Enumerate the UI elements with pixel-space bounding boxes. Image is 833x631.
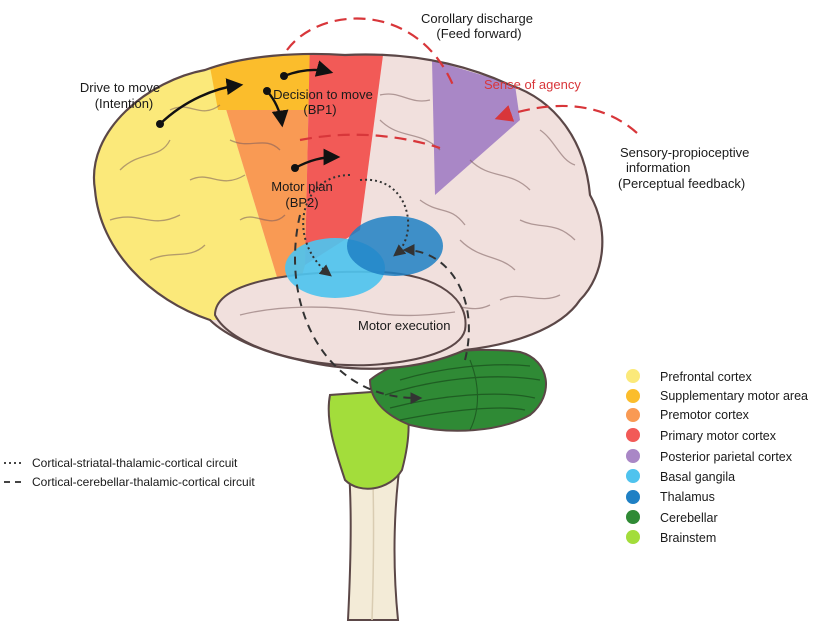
cerebellar-return	[402, 244, 470, 361]
sensory-label: Sensory-propioceptive	[620, 145, 749, 160]
corollary-sub-label: (Feed forward)	[436, 26, 521, 41]
primary-motor-region	[305, 53, 385, 265]
cerebellar-circuit-label: Cortical-cerebellar-thalamic-cortical ci…	[32, 475, 255, 489]
temporal-gyri	[239, 306, 456, 317]
sensory-info-label: information	[626, 160, 690, 175]
legend-item: Posterior parietal cortex	[626, 449, 793, 464]
corollary-label: Corollary discharge	[421, 11, 533, 26]
drive-label: Drive to move	[80, 80, 160, 95]
thalamic-loop	[359, 178, 410, 257]
legend-item: Thalamus	[626, 490, 715, 504]
decision-sub-label: (BP1)	[303, 102, 336, 117]
cerebellum	[368, 348, 547, 432]
legend-label: Brainstem	[660, 531, 716, 545]
legend-label: Primary motor cortex	[660, 429, 777, 443]
legend-item: Premotor cortex	[626, 408, 750, 422]
legend-item: Cerebellar	[626, 510, 718, 525]
agency-label: Sense of agency	[484, 77, 581, 92]
cerebrum-outline	[92, 52, 604, 370]
legend-item: Prefrontal cortex	[626, 369, 752, 384]
circuit-key: Cortical-striatal-thalamic-cortical circ…	[4, 456, 255, 489]
motor-plan-arrow	[291, 148, 341, 172]
legend-label: Basal gangila	[660, 470, 735, 484]
legend-label: Premotor cortex	[660, 408, 750, 422]
legend-item: Basal gangila	[626, 469, 735, 484]
decision-label: Decision to move	[273, 87, 373, 102]
sma-premotor-arrow	[263, 87, 289, 128]
posterior-parietal-region	[432, 60, 520, 195]
legend-label: Cerebellar	[660, 511, 718, 525]
intention-arrow	[156, 78, 244, 128]
thalamus	[347, 216, 443, 276]
decision-arrow	[280, 60, 334, 80]
motor-execution-label: Motor execution	[358, 318, 451, 333]
drive-sub-label: (Intention)	[95, 96, 154, 111]
striatal-circuit-label: Cortical-striatal-thalamic-cortical circ…	[32, 456, 238, 470]
motor-plan-sub-label: (BP2)	[285, 195, 318, 210]
cerebellar-loop	[294, 214, 423, 405]
legend-label: Prefrontal cortex	[660, 370, 752, 384]
region-legend: Prefrontal cortex Supplementary motor ar…	[626, 369, 808, 545]
legend-label: Posterior parietal cortex	[660, 450, 793, 464]
motor-plan-label: Motor plan	[271, 179, 332, 194]
legend-item: Supplementary motor area	[626, 389, 808, 403]
sensory-feedback-label: (Perceptual feedback)	[618, 176, 745, 191]
legend-item: Brainstem	[626, 530, 716, 545]
legend-label: Supplementary motor area	[660, 389, 808, 403]
striatal-loop	[302, 174, 351, 277]
legend-label: Thalamus	[660, 490, 715, 504]
legend-item: Primary motor cortex	[626, 428, 777, 443]
corollary-discharge-arrow	[286, 17, 457, 91]
